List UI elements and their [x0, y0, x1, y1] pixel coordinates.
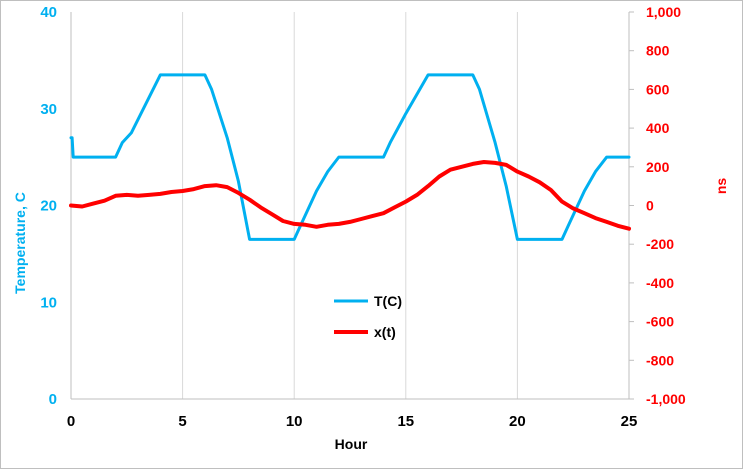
series-line-x [69, 160, 631, 231]
y-left-tick-label: 0 [49, 391, 57, 408]
x-tick-label: 0 [67, 413, 75, 430]
ticks-layer: 010203040-1,000-800-600-400-200020040060… [40, 4, 686, 430]
legend: T(C) x(t) [334, 293, 402, 340]
x-tick-label: 10 [286, 413, 303, 430]
y-right-tick-label: -600 [646, 314, 674, 330]
series-layer [69, 73, 631, 241]
y-right-tick-label: 0 [646, 198, 654, 214]
grid-layer [182, 12, 630, 399]
y-right-tick-label: 800 [646, 43, 670, 59]
legend-label-T: T(C) [374, 293, 402, 309]
y-right-axis-title: ns [713, 178, 729, 195]
y-left-axis-title: Temperature, C [12, 192, 28, 294]
y-right-tick-label: -800 [646, 352, 674, 368]
y-right-tick-label: 400 [646, 120, 670, 136]
axes-layer [70, 11, 634, 400]
y-right-tick-label: -1,000 [646, 391, 686, 407]
y-right-tick-label: 600 [646, 81, 670, 97]
y-left-tick-label: 40 [40, 4, 57, 21]
series-line-T [69, 73, 631, 241]
x-tick-label: 15 [397, 413, 414, 430]
x-tick-label: 20 [509, 413, 526, 430]
y-right-tick-label: -200 [646, 236, 674, 252]
x-tick-label: 25 [621, 413, 638, 430]
y-left-tick-label: 20 [40, 198, 57, 215]
y-right-tick-label: 1,000 [646, 4, 681, 20]
x-axis-title: Hour [335, 436, 368, 452]
y-right-tick-label: 200 [646, 159, 670, 175]
y-left-tick-label: 10 [40, 294, 57, 311]
y-right-tick-label: -400 [646, 275, 674, 291]
y-left-tick-label: 30 [40, 101, 57, 118]
legend-label-x: x(t) [374, 324, 396, 340]
x-tick-label: 5 [178, 413, 186, 430]
